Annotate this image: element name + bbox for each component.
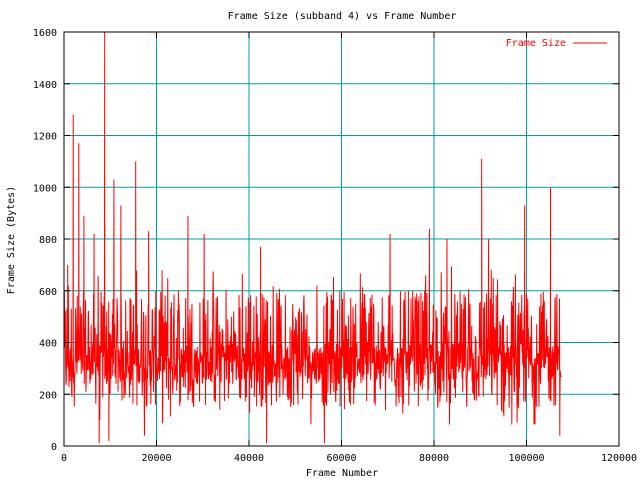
y-tick-label: 0: [51, 442, 57, 453]
x-tick-label: 60000: [326, 453, 356, 464]
x-tick-label: 80000: [419, 453, 449, 464]
x-tick-label: 100000: [508, 453, 544, 464]
x-tick-label: 40000: [234, 453, 264, 464]
tick-marks: [63, 31, 620, 447]
y-tick-label: 1400: [33, 80, 57, 91]
tick-labels: 0 20000 40000 60000 80000 100000 120000 0 200 400…: [33, 28, 637, 464]
y-tick-label: 1000: [33, 183, 57, 194]
x-tick-label: 0: [61, 453, 67, 464]
chart-title: Frame Size (subband 4) vs Frame Number: [228, 11, 457, 22]
y-tick-label: 400: [39, 339, 57, 350]
y-tick-label: 600: [39, 287, 57, 298]
y-tick-label: 800: [39, 235, 57, 246]
y-axis-label: Frame Size (Bytes): [6, 186, 17, 294]
y-tick-label: 1200: [33, 132, 57, 143]
legend: Frame Size: [506, 38, 607, 49]
series-line-frame-size: [63, 31, 562, 444]
legend-label: Frame Size: [506, 38, 566, 49]
x-tick-label: 20000: [141, 453, 171, 464]
y-tick-label: 1600: [33, 28, 57, 39]
x-tick-label: 120000: [601, 453, 637, 464]
x-axis-label: Frame Number: [306, 468, 378, 479]
series-layer: [63, 31, 562, 444]
y-tick-label: 200: [39, 390, 57, 401]
